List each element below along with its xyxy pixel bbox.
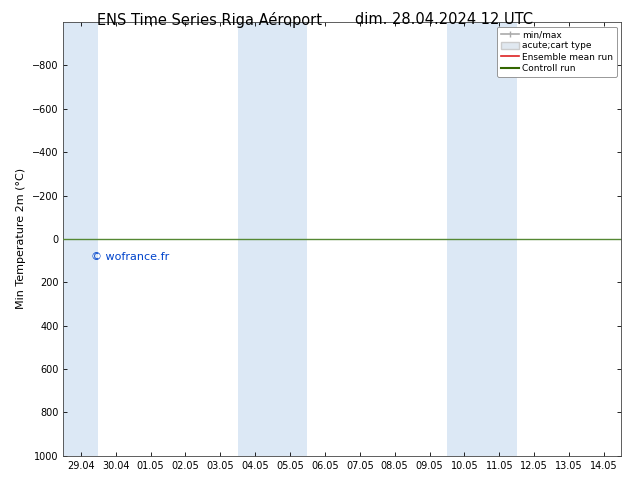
Bar (63, 22, 98, 456)
Bar (238, 22, 307, 456)
Text: ENS Time Series Riga Aéroport: ENS Time Series Riga Aéroport (97, 12, 321, 28)
Text: dim. 28.04.2024 12 UTC: dim. 28.04.2024 12 UTC (355, 12, 533, 27)
Bar (447, 22, 517, 456)
Text: © wofrance.fr: © wofrance.fr (91, 252, 169, 262)
Legend: min/max, acute;cart type, Ensemble mean run, Controll run: min/max, acute;cart type, Ensemble mean … (497, 26, 617, 76)
Y-axis label: Min Temperature 2m (°C): Min Temperature 2m (°C) (16, 168, 27, 310)
